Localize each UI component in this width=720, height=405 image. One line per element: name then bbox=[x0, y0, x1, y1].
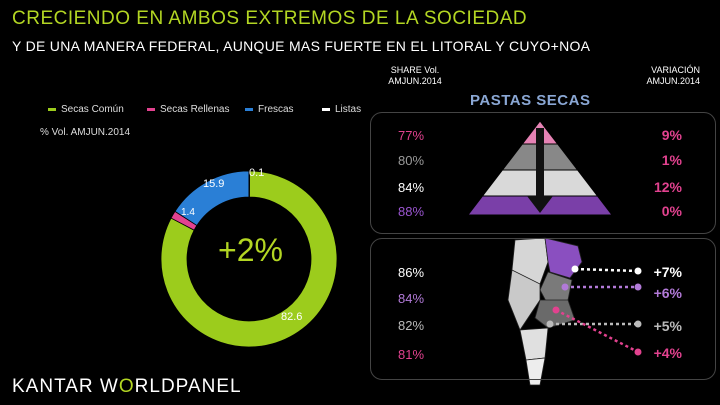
pyramid-variation-4: 0% bbox=[661, 203, 682, 219]
legend-item-frescas: Frescas bbox=[245, 104, 294, 115]
region-share-3: 82% bbox=[398, 318, 425, 333]
page-subtitle: Y DE UNA MANERA FEDERAL, AUNQUE MAS FUER… bbox=[12, 38, 591, 54]
pyramid-share-4: 88% bbox=[398, 204, 425, 219]
region-connector-start-4 bbox=[552, 306, 560, 314]
variation-header: VARIACIÓN AMJUN.2014 bbox=[646, 65, 700, 86]
pyramid-share-3: 84% bbox=[398, 180, 425, 195]
pyramid-panel bbox=[370, 112, 716, 234]
region-variation-3: +5% bbox=[653, 318, 682, 334]
pyramid-share-1: 77% bbox=[398, 128, 425, 143]
region-connector-end-3 bbox=[634, 320, 642, 328]
region-connector-end-4 bbox=[634, 348, 642, 356]
legend-item-listas: Listas bbox=[322, 104, 361, 115]
legend-item-secas-rellenas: Secas Rellenas bbox=[147, 104, 229, 115]
map-region-gba bbox=[534, 299, 576, 329]
page-title: CRECIENDO EN AMBOS EXTREMOS DE LA SOCIED… bbox=[12, 8, 528, 29]
region-connector-end-2 bbox=[634, 283, 642, 291]
pyramid-variation-2: 1% bbox=[661, 152, 682, 168]
region-variation-4: +4% bbox=[653, 345, 682, 361]
share-header: SHARE Vol. AMJUN.2014 bbox=[388, 65, 442, 86]
pyramid-arrow-shaft bbox=[536, 128, 544, 198]
donut-center-change: +2% bbox=[218, 232, 283, 268]
map-region-patagonia-sur bbox=[525, 357, 546, 386]
region-share-1: 86% bbox=[398, 265, 425, 280]
pyramid-variation-3: 12% bbox=[653, 179, 682, 195]
region-connector-end-1 bbox=[634, 267, 642, 275]
region-variation-2: +6% bbox=[653, 285, 682, 301]
donut-label-listas: 0.1 bbox=[249, 167, 265, 179]
kantar-worldpanel-logo: KANTAR WORLDPANEL bbox=[12, 376, 242, 397]
donut-label-frescas: 15.9 bbox=[203, 178, 225, 190]
pastas-secas-title: PASTAS SECAS bbox=[470, 92, 591, 109]
region-connector-start-3 bbox=[546, 320, 554, 328]
donut-slice-secas-común bbox=[160, 170, 338, 348]
region-connector-1 bbox=[574, 267, 639, 273]
unit-label: % Vol. AMJUN.2014 bbox=[40, 127, 131, 138]
regions-panel bbox=[370, 238, 716, 380]
donut-label-secas-comun: 82.6 bbox=[281, 311, 303, 323]
map-region-cuyo bbox=[507, 269, 541, 331]
region-connector-start-2 bbox=[561, 283, 569, 291]
region-variation-1: +7% bbox=[653, 264, 682, 280]
pyramid-variation-1: 9% bbox=[661, 127, 682, 143]
pyramid-arrow-head bbox=[527, 196, 553, 213]
region-share-2: 84% bbox=[398, 291, 425, 306]
donut-slice-listas bbox=[248, 170, 250, 198]
legend-item-secas-comun: Secas Común bbox=[48, 104, 124, 115]
pyramid-share-2: 80% bbox=[398, 153, 425, 168]
region-connector-start-1 bbox=[571, 265, 579, 273]
region-share-4: 81% bbox=[398, 347, 425, 362]
donut-label-secas-rellenas: 1.4 bbox=[181, 207, 195, 218]
